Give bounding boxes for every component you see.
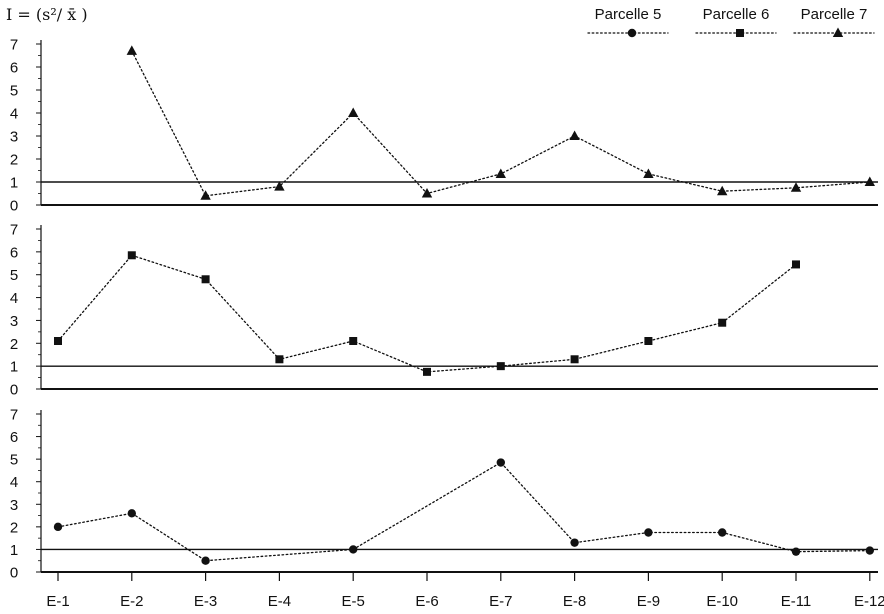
data-point bbox=[274, 181, 285, 191]
legend-label: Parcelle 7 bbox=[801, 6, 868, 23]
legend-marker-square bbox=[736, 29, 744, 37]
data-point bbox=[644, 337, 653, 345]
data-point bbox=[126, 45, 137, 55]
y-tick-label: 1 bbox=[10, 542, 18, 559]
y-tick-label: 6 bbox=[10, 60, 18, 77]
data-point bbox=[792, 260, 800, 269]
series-line-parcelle-5 bbox=[57, 461, 871, 562]
y-tick-label: 7 bbox=[10, 407, 18, 424]
data-point bbox=[718, 528, 727, 537]
data-point bbox=[791, 547, 801, 556]
series-line-parcelle-6 bbox=[57, 254, 797, 373]
y-tick-label: 6 bbox=[10, 429, 18, 446]
data-point bbox=[569, 130, 580, 140]
y-tick-label: 3 bbox=[10, 313, 18, 330]
y-tick-label: 3 bbox=[10, 129, 18, 146]
data-point bbox=[643, 168, 654, 178]
data-point bbox=[423, 367, 431, 376]
x-tick-label: E-3 bbox=[194, 593, 217, 610]
y-tick-label: 5 bbox=[10, 83, 18, 100]
y-tick-label: 7 bbox=[10, 37, 18, 54]
data-point bbox=[790, 182, 802, 192]
data-point bbox=[53, 522, 63, 532]
x-tick-label: E-9 bbox=[637, 593, 660, 610]
legend-label: Parcelle 6 bbox=[703, 6, 770, 23]
x-tick-label: E-10 bbox=[706, 593, 738, 610]
x-tick-label: E-2 bbox=[120, 593, 143, 610]
data-point bbox=[718, 318, 727, 327]
y-tick-label: 0 bbox=[10, 198, 18, 215]
y-tick-label: 1 bbox=[10, 175, 18, 192]
panel-top: 0 1 2 3 4 5 6 7 bbox=[10, 37, 878, 215]
y-tick-label: 2 bbox=[10, 336, 18, 353]
data-point bbox=[54, 337, 62, 345]
x-tick-label: E-5 bbox=[342, 593, 365, 610]
y-tick-label: 0 bbox=[10, 565, 18, 582]
data-point bbox=[865, 546, 874, 555]
x-tick-label: E-12 bbox=[854, 593, 884, 610]
legend-label: Parcelle 5 bbox=[595, 6, 662, 23]
data-point bbox=[495, 168, 506, 178]
panel-bottom: 0 1 2 3 4 5 6 7 bbox=[10, 407, 878, 582]
legend-marker-circle bbox=[627, 28, 637, 38]
y-tick-label: 5 bbox=[10, 267, 18, 284]
data-point bbox=[200, 190, 211, 200]
y-tick-label: 1 bbox=[10, 359, 18, 376]
y-tick-label: 2 bbox=[10, 519, 18, 536]
legend: Parcelle 5 Parcelle 6 Parcelle 7 bbox=[587, 6, 875, 38]
x-axis: E-1 E-2 E-3 E-4 E-5 E-6 E-7 E-8 E-9 E-10 E-11 E-12 bbox=[46, 572, 884, 610]
y-tick-label: 4 bbox=[10, 474, 18, 491]
data-point bbox=[201, 556, 210, 565]
data-point bbox=[570, 355, 579, 364]
y-tick-label: 6 bbox=[10, 244, 18, 261]
y-tick-label: 7 bbox=[10, 222, 18, 239]
data-point bbox=[496, 362, 505, 371]
data-point bbox=[348, 107, 359, 117]
x-tick-label: E-7 bbox=[489, 593, 512, 610]
x-tick-label: E-6 bbox=[415, 593, 438, 610]
y-tick-label: 3 bbox=[10, 497, 18, 514]
x-tick-label: E-11 bbox=[781, 593, 812, 610]
data-point bbox=[864, 176, 875, 186]
y-tick-label: 0 bbox=[10, 382, 18, 399]
data-point bbox=[201, 275, 210, 284]
data-point bbox=[349, 337, 358, 345]
data-point bbox=[421, 188, 433, 198]
legend-marker-triangle bbox=[832, 27, 844, 37]
panel-middle: 0 1 2 3 4 5 6 7 bbox=[10, 222, 878, 399]
y-tick-label: 2 bbox=[10, 152, 18, 169]
x-tick-label: E-8 bbox=[563, 593, 586, 610]
data-point bbox=[644, 528, 653, 537]
x-tick-label: E-1 bbox=[46, 593, 69, 610]
y-tick-label: 5 bbox=[10, 452, 18, 469]
data-point bbox=[496, 458, 505, 467]
data-point bbox=[275, 355, 284, 364]
panels: 0 1 2 3 4 5 6 7 0 1 2 3 4 5 6 7 0 1 2 3 4 5 6 7 bbox=[10, 37, 878, 582]
y-tick-label: 4 bbox=[10, 290, 18, 307]
y-tick-label: 4 bbox=[10, 106, 18, 123]
chart-formula-label: I = (s²/ x̄ ) bbox=[6, 5, 88, 24]
data-point bbox=[717, 185, 728, 196]
data-point bbox=[127, 509, 136, 518]
data-point bbox=[127, 251, 136, 260]
x-tick-label: E-4 bbox=[268, 593, 291, 610]
data-point bbox=[570, 538, 579, 547]
data-point bbox=[349, 545, 358, 554]
